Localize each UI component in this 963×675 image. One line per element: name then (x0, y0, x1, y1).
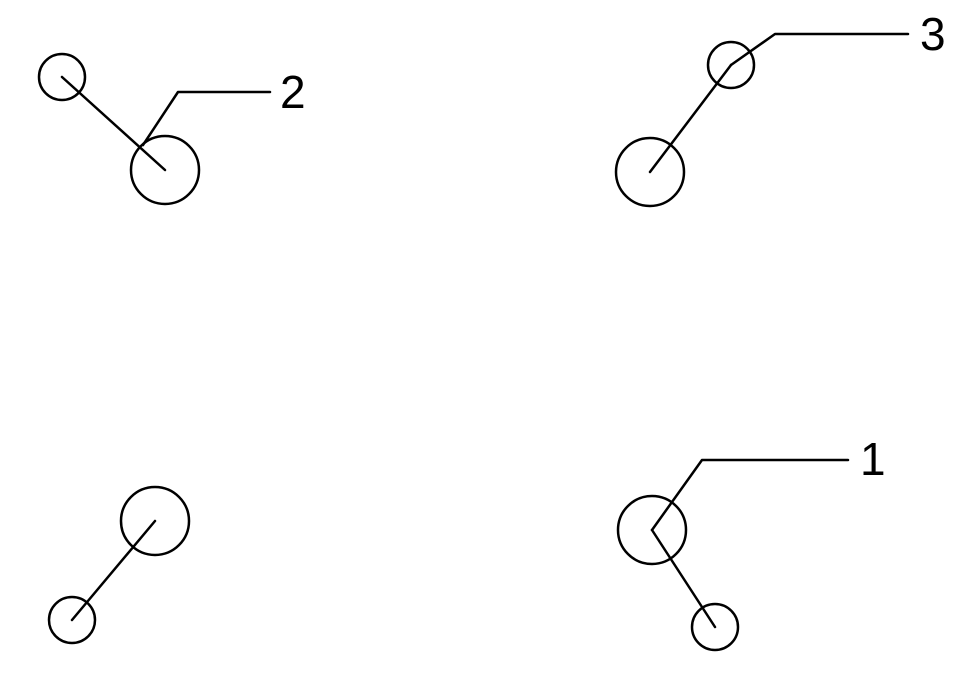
node-top-left: 2 (39, 54, 306, 204)
connector (650, 65, 731, 172)
node-label: 2 (280, 66, 306, 118)
node-label: 3 (920, 8, 946, 60)
node-bottom-right: 1 (618, 433, 886, 650)
node-bottom-left (49, 487, 189, 643)
connector (72, 521, 155, 620)
leader-line (731, 34, 908, 65)
diagram-canvas: 2 3 1 (0, 0, 963, 675)
node-label: 1 (860, 433, 886, 485)
leader-line (652, 460, 848, 530)
connector (62, 77, 165, 170)
node-top-right: 3 (616, 8, 946, 206)
